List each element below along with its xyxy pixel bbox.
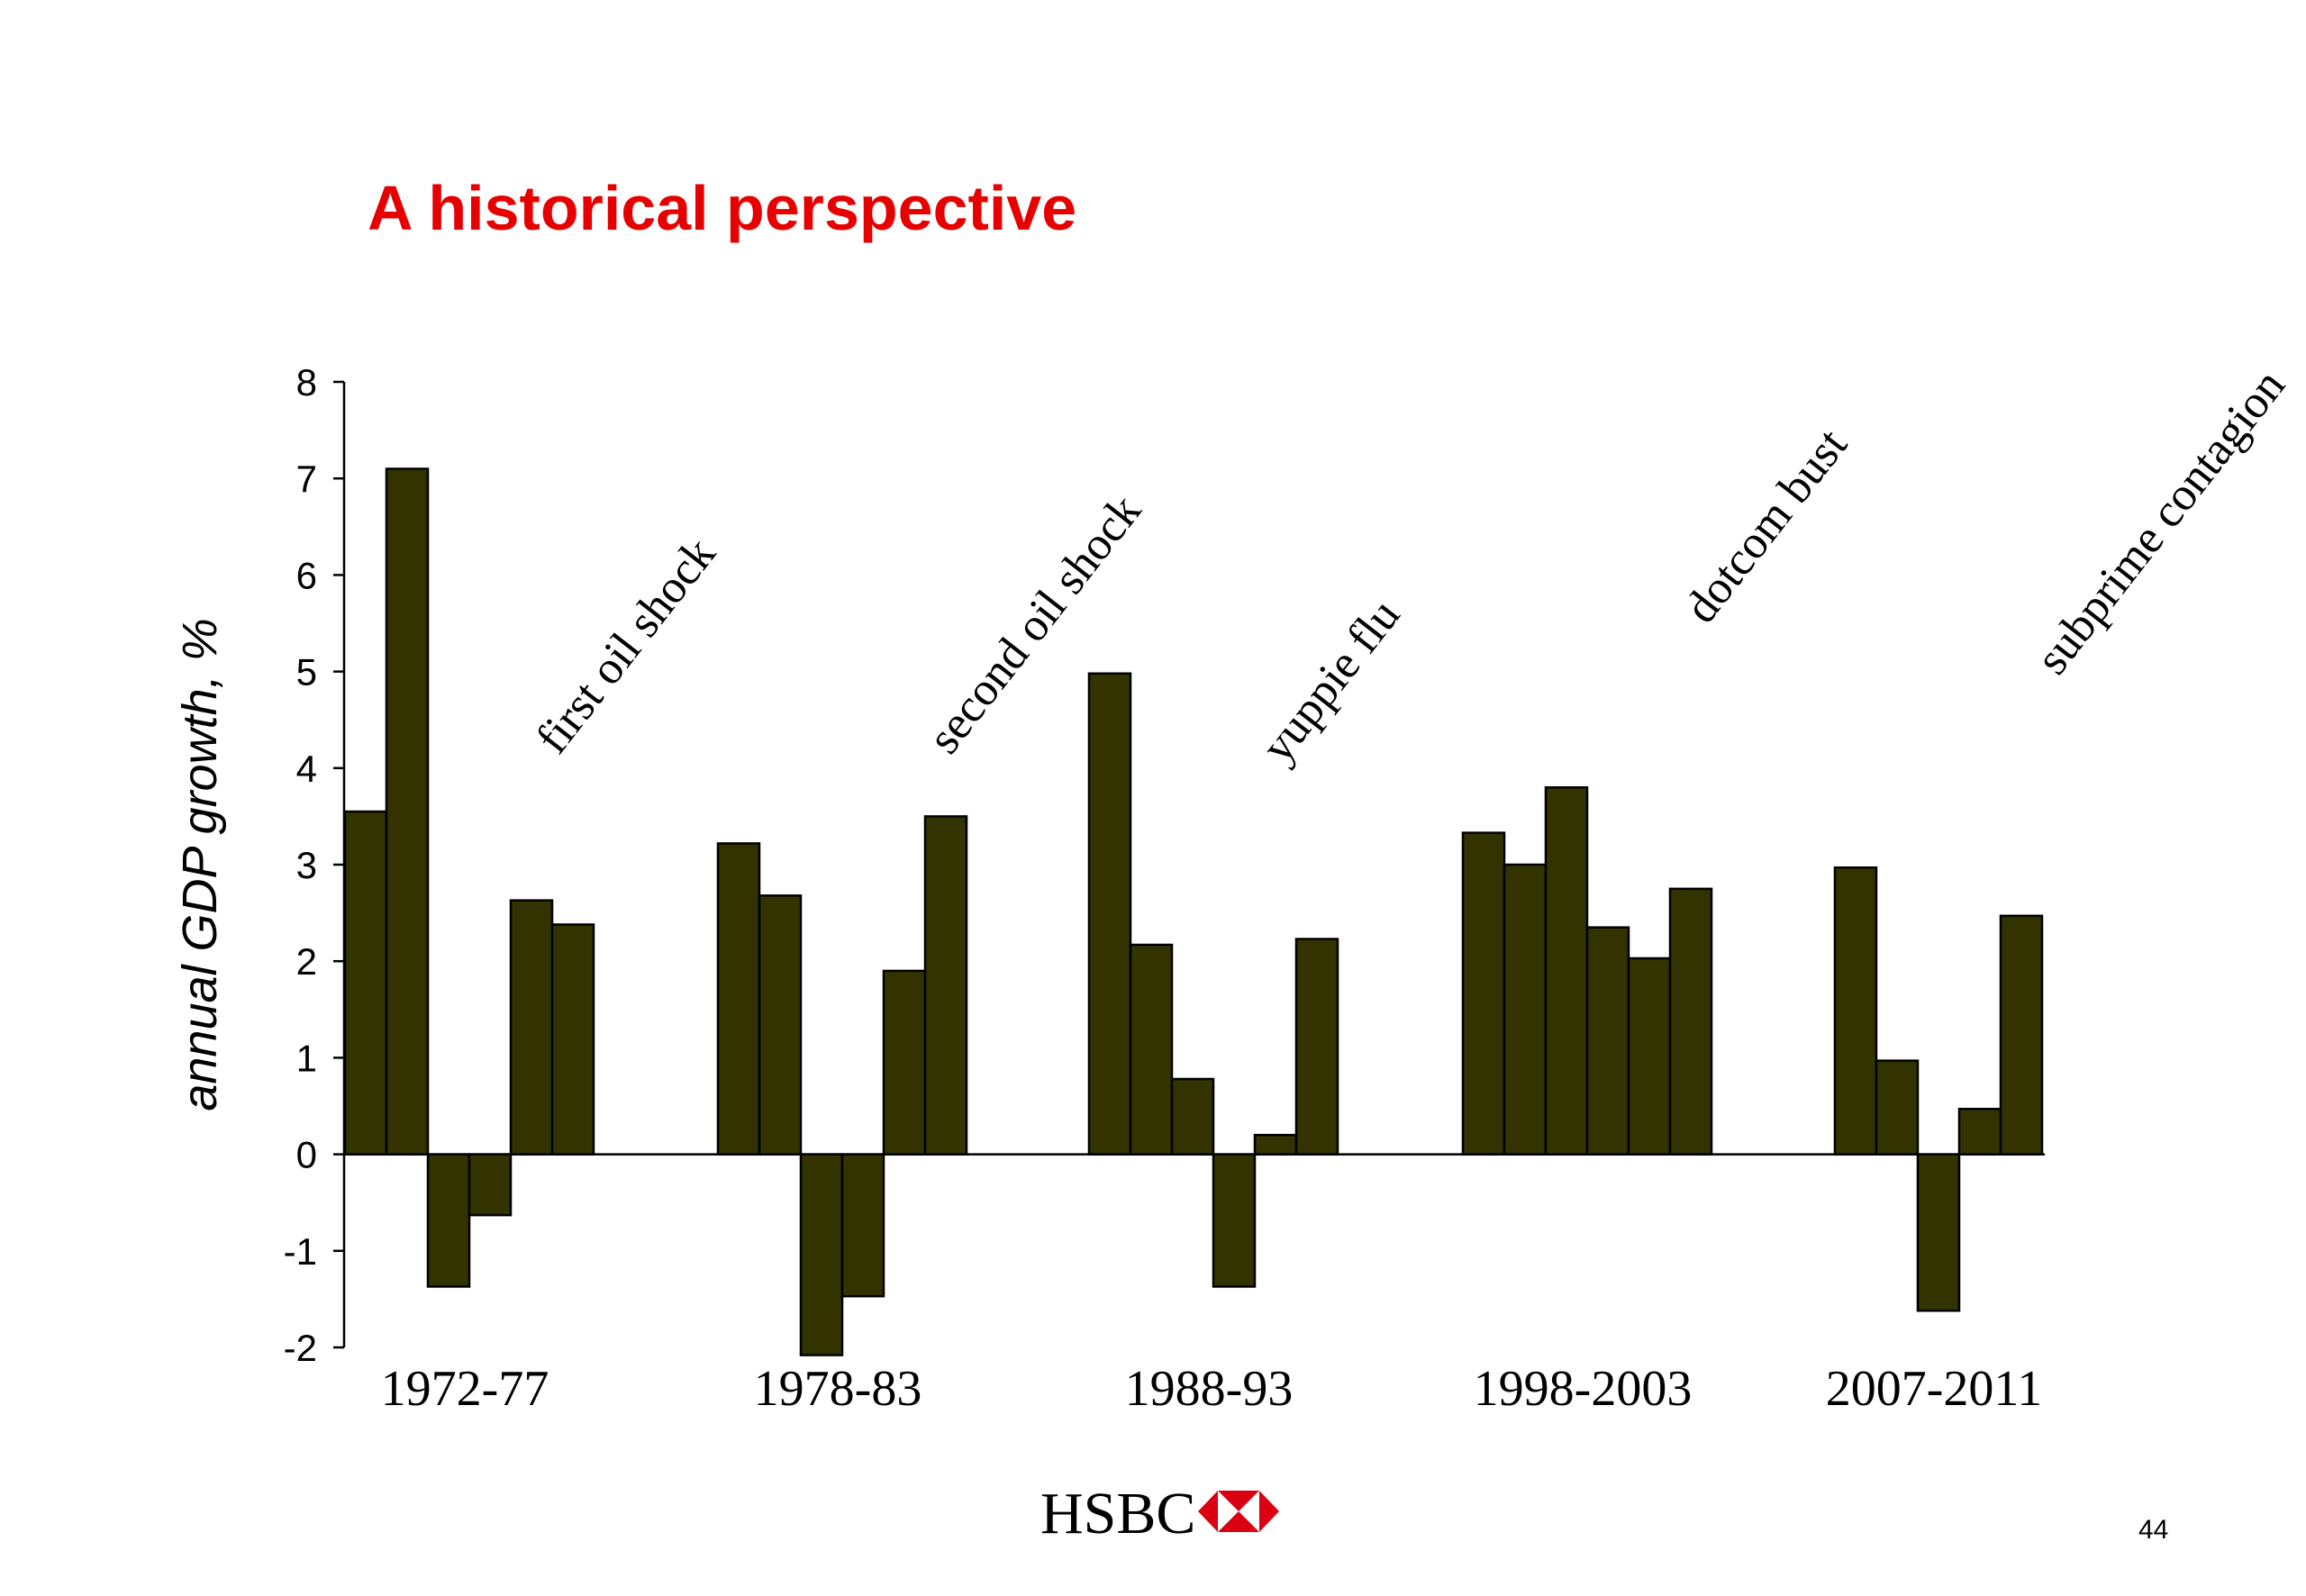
bar [840,1153,885,1298]
y-axis-label: annual GDP growth, % [173,618,227,1111]
y-tick-label: 2 [296,940,317,983]
bar [550,923,595,1156]
bar [1875,1059,1920,1156]
y-tick-label: 4 [296,748,317,790]
bar [1087,672,1132,1156]
category-label: 1998-2003 [1474,1361,1693,1417]
y-tick-label: 5 [296,651,317,694]
bar [1627,957,1672,1156]
bar [1503,863,1548,1156]
bar [468,1153,513,1217]
bar [923,815,968,1156]
y-tick-label: 0 [296,1134,317,1176]
y-tick-label: 8 [296,361,317,404]
y-tick-label: -2 [284,1327,317,1369]
y-tick-label: 1 [296,1037,317,1079]
bar [1916,1153,1961,1312]
category-label: 1978-83 [754,1361,922,1417]
event-annotation: first oil shock [527,529,726,763]
bar [716,842,761,1156]
category-labels: 1972-77 1978-83 1988-93 1998-2003 2007-2011 [381,1361,2043,1417]
bar [1170,1077,1215,1156]
bar [799,1153,844,1356]
bar [385,467,430,1156]
y-tick-label: 6 [296,554,317,596]
bar [758,894,803,1156]
bar [1957,1107,2002,1156]
page-number: 44 [2138,1515,2169,1545]
bar [1253,1133,1298,1156]
bar [1294,938,1339,1156]
bar [343,810,388,1156]
event-annotation: subprime contagion [2027,360,2295,684]
bar [1833,866,1878,1156]
bar [1585,926,1630,1156]
event-annotation: dotcom bust [1675,419,1858,632]
y-tick-label: 3 [296,844,317,886]
bar [1668,887,1713,1156]
bar [1999,914,2044,1156]
hsbc-logo-text: HSBC [1040,1481,1196,1546]
bar [1544,785,1589,1156]
y-tick-label: 7 [296,458,317,500]
category-label: 2007-2011 [1826,1361,2043,1417]
event-annotation: yuppie flu [1252,590,1411,772]
bar [1212,1153,1257,1288]
bars [343,467,2044,1356]
bar [1129,943,1174,1156]
category-label: 1972-77 [381,1361,549,1417]
bar [426,1153,471,1288]
hsbc-hexagon-icon [1198,1491,1279,1532]
bar [882,969,927,1156]
annotations: first oil shock second oil shock yuppie fl… [527,360,2295,772]
bar [1461,831,1506,1156]
category-label: 1988-93 [1125,1361,1294,1417]
slide-title: A historical perspective [368,173,1077,243]
bar [509,899,554,1156]
y-tick-label: -1 [284,1230,317,1273]
